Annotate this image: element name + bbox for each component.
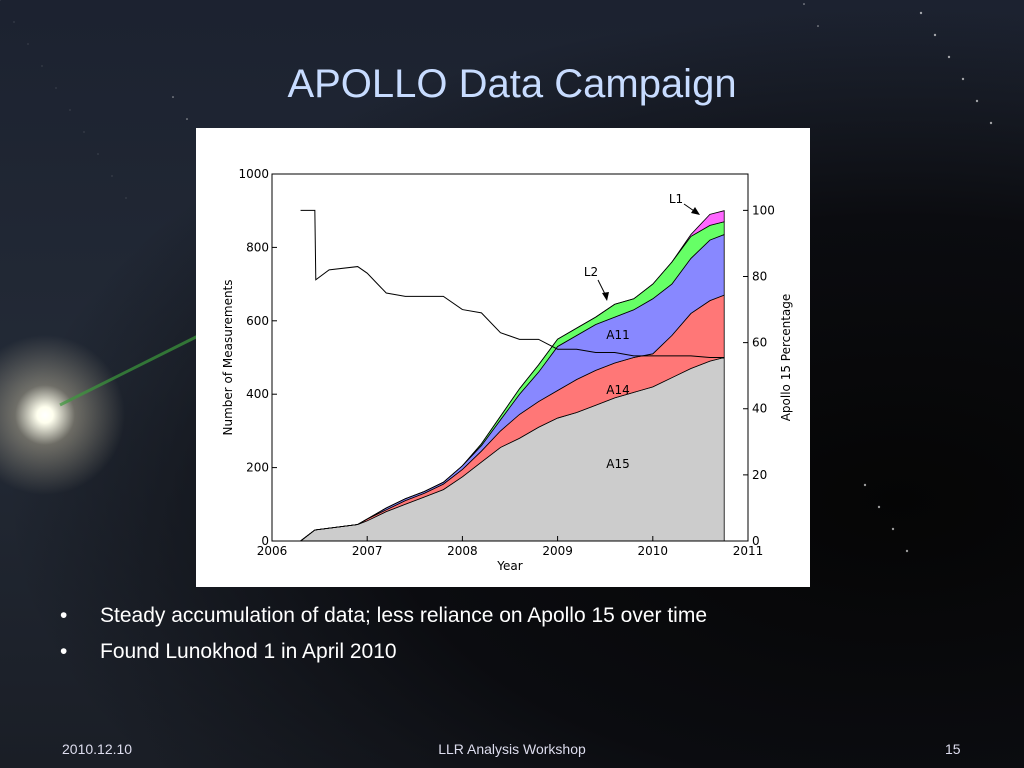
star xyxy=(546,334,548,336)
star xyxy=(817,25,819,27)
x-tick-label: 2010 xyxy=(638,544,669,558)
laser-beam xyxy=(59,333,201,407)
star xyxy=(532,312,534,314)
star xyxy=(456,368,460,372)
y2-tick-label: 20 xyxy=(752,468,767,482)
arrow-head xyxy=(691,207,700,215)
star xyxy=(270,250,272,252)
star xyxy=(172,96,174,98)
arrow-head xyxy=(602,292,609,301)
star xyxy=(358,214,362,218)
star xyxy=(400,280,404,284)
star xyxy=(905,549,909,553)
star xyxy=(761,497,763,499)
star xyxy=(919,11,923,15)
star xyxy=(947,55,951,59)
y2-tick-label: 40 xyxy=(752,402,767,416)
star xyxy=(186,118,188,120)
y2-tick-label: 80 xyxy=(752,269,767,283)
star xyxy=(789,541,791,543)
y2-axis-label: Apollo 15 Percentage xyxy=(779,294,793,422)
star xyxy=(284,272,286,274)
star xyxy=(518,290,520,292)
star xyxy=(242,206,244,208)
y-tick-label: 1000 xyxy=(238,167,269,181)
star xyxy=(961,77,965,81)
series-label: A11 xyxy=(606,328,629,342)
bullet-list: Steady accumulation of data; less relian… xyxy=(60,604,707,676)
star xyxy=(13,21,15,23)
y-tick-label: 200 xyxy=(246,461,269,475)
y-tick-label: 0 xyxy=(261,534,269,548)
x-tick-label: 2008 xyxy=(447,544,478,558)
series-label: L1 xyxy=(669,192,683,206)
slide-title: APOLLO Data Campaign xyxy=(287,62,737,106)
series-label: L2 xyxy=(584,265,598,279)
star xyxy=(200,140,202,142)
y-tick-label: 600 xyxy=(246,314,269,328)
star xyxy=(41,65,43,67)
star xyxy=(83,131,85,133)
star xyxy=(386,258,390,262)
star xyxy=(442,346,446,350)
x-tick-label: 2011 xyxy=(733,544,764,558)
star xyxy=(298,294,300,296)
star xyxy=(214,162,216,164)
star xyxy=(803,3,805,5)
star xyxy=(733,453,735,455)
star xyxy=(228,184,230,186)
bullet: Steady accumulation of data; less relian… xyxy=(60,604,707,628)
star xyxy=(891,527,895,531)
star xyxy=(344,192,348,196)
star xyxy=(372,236,376,240)
footer-date: 2010.12.10 xyxy=(62,741,133,757)
percentage-line xyxy=(300,209,725,358)
area xyxy=(300,210,725,542)
footer-event: LLR Analysis Workshop xyxy=(438,741,586,757)
star xyxy=(97,153,99,155)
star xyxy=(428,324,432,328)
star xyxy=(111,175,113,177)
star xyxy=(989,121,993,125)
x-tick-label: 2006 xyxy=(257,544,288,558)
footer-page: 15 xyxy=(945,741,961,757)
star xyxy=(69,109,71,111)
x-tick-label: 2009 xyxy=(542,544,573,558)
y-tick-label: 400 xyxy=(246,387,269,401)
star xyxy=(863,483,867,487)
y-tick-label: 800 xyxy=(246,240,269,254)
plot-frame xyxy=(271,173,749,542)
x-tick-label: 2007 xyxy=(352,544,383,558)
star xyxy=(775,519,777,521)
y2-tick-label: 100 xyxy=(752,203,775,217)
star xyxy=(414,302,418,306)
star xyxy=(933,33,937,37)
y2-tick-label: 0 xyxy=(752,534,760,548)
star xyxy=(470,390,474,394)
star xyxy=(975,99,979,103)
series-label: A14 xyxy=(606,383,629,397)
series-label: A15 xyxy=(606,457,629,471)
star xyxy=(877,505,881,509)
star xyxy=(27,43,29,45)
bullet: Found Lunokhod 1 in April 2010 xyxy=(60,640,707,664)
star xyxy=(55,87,57,89)
star xyxy=(125,197,127,199)
y-axis-label: Number of Measurements xyxy=(221,279,235,435)
x-axis-label: Year xyxy=(496,559,522,573)
y2-tick-label: 60 xyxy=(752,336,767,350)
star xyxy=(256,228,258,230)
